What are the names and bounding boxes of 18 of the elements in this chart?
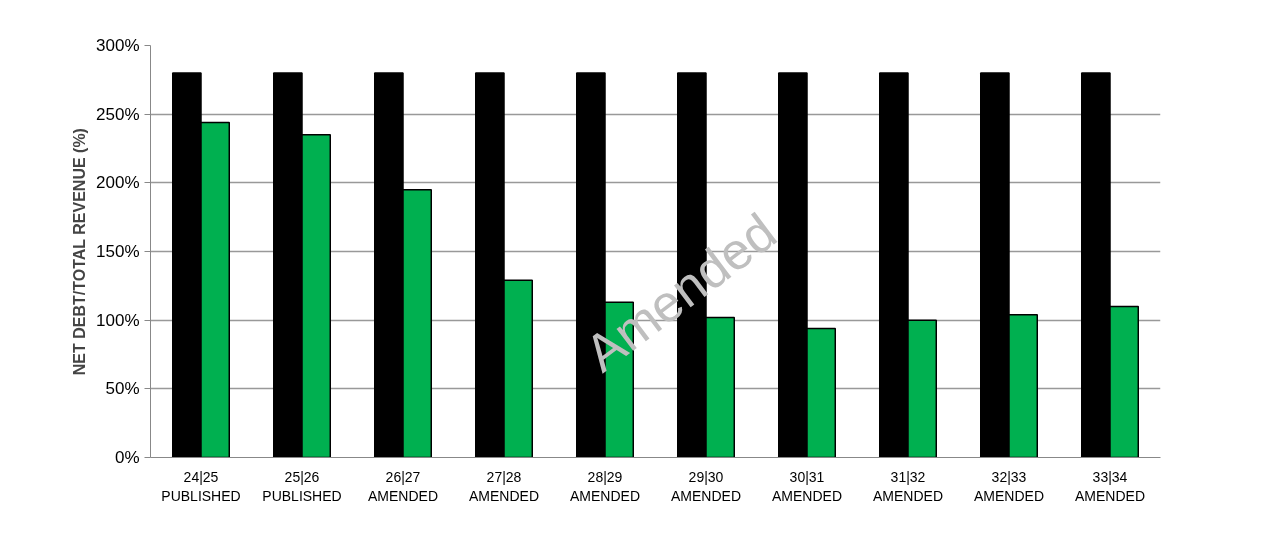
y-tick-label: 50%	[105, 379, 140, 399]
x-tick-label: 28|29 AMENDED	[570, 468, 641, 504]
x-tick-label: 32|33 AMENDED	[974, 468, 1045, 504]
y-tick-label: 300%	[96, 36, 140, 55]
x-tick-label: 31|32 AMENDED	[873, 468, 944, 504]
x-tick-label: 33|34 AMENDED	[1075, 468, 1146, 504]
x-tick-label: 27|28 AMENDED	[469, 468, 540, 504]
y-tick-label: 100%	[96, 310, 140, 330]
x-tick-label: 24|25 PUBLISHED	[161, 468, 241, 504]
y-tick-label: 0%	[114, 448, 140, 467]
x-tick-label: 26|27 AMENDED	[368, 468, 439, 504]
y-tick-label: 250%	[96, 104, 140, 124]
x-tick-label: 30|31 AMENDED	[772, 468, 843, 504]
y-tick-label: 200%	[96, 173, 140, 193]
x-tick-label: 25|26 PUBLISHED	[262, 468, 342, 504]
y-axis-title: NET DEBT/TOTAL REVENUE (%)	[71, 128, 89, 376]
y-tick-label: 150%	[96, 242, 140, 261]
x-tick-label: 29|30 AMENDED	[671, 468, 742, 504]
